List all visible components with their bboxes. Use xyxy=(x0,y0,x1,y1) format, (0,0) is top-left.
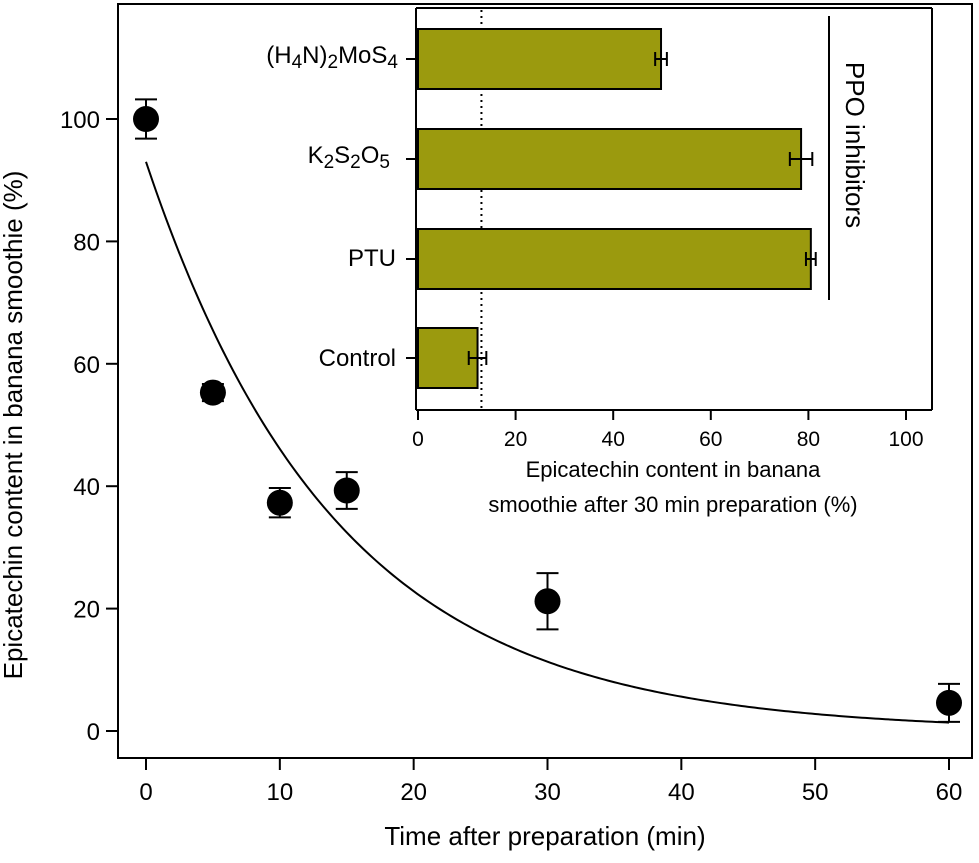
inset-x-axis-title-line1: Epicatechin content in banana xyxy=(526,457,822,482)
x-tick-label: 20 xyxy=(400,779,427,806)
bar xyxy=(417,228,812,290)
category-label-potassium-metabisulfite: K2S2O5 xyxy=(308,142,390,173)
bar-group xyxy=(417,28,668,90)
y-tick-label: 40 xyxy=(73,474,100,501)
inset-x-tick-label: 0 xyxy=(412,428,424,451)
x-tick-label: 30 xyxy=(534,779,561,806)
inset-axes: 0 20 40 60 80 100 xyxy=(406,58,924,451)
main-axes: 0 10 20 30 40 50 60 0 20 40 60 80 100 xyxy=(60,107,962,806)
data-point xyxy=(936,682,962,723)
data-marker xyxy=(936,689,962,716)
data-point xyxy=(266,487,293,519)
main-plot-frame xyxy=(117,3,973,759)
inset-x-axis-title-line2: smoothie after 30 min preparation (%) xyxy=(488,492,857,517)
data-marker xyxy=(333,477,360,504)
bar xyxy=(417,128,803,190)
main-y-axis-title: Epicatechin content in banana smoothie (… xyxy=(0,171,28,680)
data-point xyxy=(534,572,561,631)
inset-x-tick-label: 100 xyxy=(888,428,923,451)
bar-group xyxy=(417,327,488,389)
inset-x-tick-label: 60 xyxy=(699,428,722,451)
data-point xyxy=(333,471,360,510)
y-tick-label: 0 xyxy=(87,719,100,746)
bar xyxy=(417,28,663,90)
inset-bars xyxy=(417,10,817,408)
x-tick-label: 60 xyxy=(936,779,963,806)
inset-x-tick-label: 40 xyxy=(602,428,625,451)
bar-group xyxy=(417,228,817,290)
category-label-ammonium-tetrathiomolybdate: (H4N)2MoS4 xyxy=(266,42,398,73)
y-tick-label: 20 xyxy=(73,597,100,624)
fit-curve-group xyxy=(145,161,950,724)
x-tick-label: 0 xyxy=(139,779,152,806)
data-points xyxy=(133,98,962,723)
x-tick-label: 50 xyxy=(802,779,829,806)
data-marker xyxy=(199,379,226,406)
data-marker xyxy=(534,588,561,615)
bar xyxy=(417,327,479,389)
ppo-inhibitors-label: PPO inhibitors xyxy=(840,62,870,228)
x-tick-label: 10 xyxy=(266,779,293,806)
y-tick-label: 60 xyxy=(73,352,100,379)
data-marker xyxy=(133,106,159,132)
inset-x-tick-label: 80 xyxy=(797,428,820,451)
inset-x-tick-label: 20 xyxy=(504,428,527,451)
fit-curve xyxy=(145,161,950,724)
category-label-ptu: PTU xyxy=(348,245,396,272)
y-tick-label: 80 xyxy=(73,229,100,256)
bar-group xyxy=(417,128,814,190)
data-point xyxy=(199,379,226,406)
category-label-control: Control xyxy=(319,345,396,372)
data-point xyxy=(133,98,159,140)
x-tick-label: 40 xyxy=(668,779,695,806)
data-marker xyxy=(266,489,293,516)
y-tick-label: 100 xyxy=(60,107,100,134)
main-x-axis-title: Time after preparation (min) xyxy=(384,821,705,851)
